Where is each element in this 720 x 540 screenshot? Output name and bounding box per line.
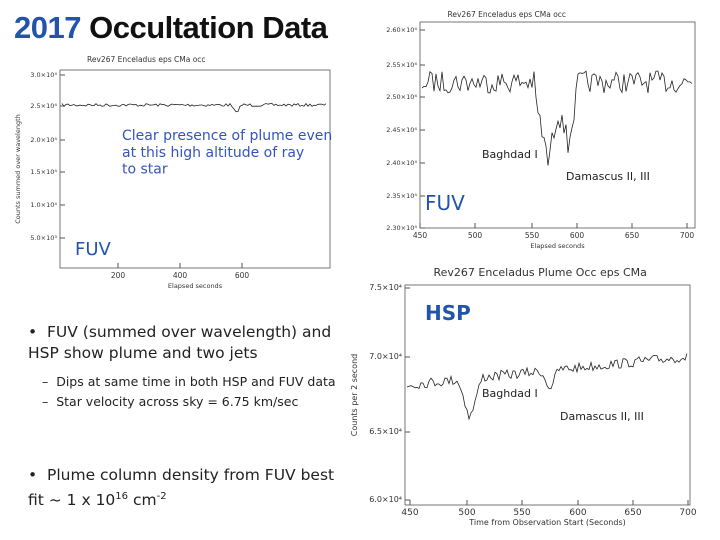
bullet-text: FUV (summed over wavelength) and HSP sho…	[28, 323, 332, 362]
annotation: Clear presence of plume even at this high…	[122, 128, 332, 178]
y-tick-label: 2.60×10⁴	[386, 26, 417, 34]
x-axis-label: Elapsed seconds	[530, 242, 585, 250]
annotation: Baghdad I	[482, 148, 538, 161]
trace	[61, 102, 327, 113]
y-tick-label: 2.30×10⁴	[386, 224, 417, 232]
y-tick-label: 3.0×10⁴	[30, 71, 57, 79]
annotation: FUV	[75, 239, 112, 260]
sub-bullet-text: Star velocity across sky = 6.75 km/sec	[56, 394, 299, 409]
figure-title: Rev267 Enceladus Plume Occ eps CMa	[434, 266, 647, 279]
x-tick-label: 500	[468, 231, 483, 240]
exponent: 16	[115, 491, 129, 502]
y-tick-label: 2.35×10⁴	[386, 192, 417, 200]
bullet: • FUV (summed over wavelength) and HSP s…	[28, 323, 332, 362]
x-axis-label: Time from Observation Start (Seconds)	[468, 518, 625, 527]
y-tick-label: 2.5×10⁴	[30, 102, 57, 110]
x-tick-label: 550	[513, 508, 530, 518]
x-tick-label: 450	[401, 508, 418, 518]
annotation: FUV	[425, 191, 465, 215]
y-tick-label: 7.5×10⁴	[369, 283, 402, 292]
exponent: -2	[156, 491, 167, 502]
annotation: Damascus II, III	[566, 170, 650, 183]
x-tick-label: 700	[680, 231, 695, 240]
bullet-text: Plume column density from FUV best fit ~…	[28, 466, 335, 510]
annotation: Damascus II, III	[560, 410, 644, 423]
annotation: Baghdad I	[482, 387, 538, 400]
figure-title: Rev267 Enceladus eps CMa occ	[87, 55, 206, 64]
y-axis-label: Counts summed over wavelength	[14, 114, 22, 224]
plot-frame	[419, 21, 696, 229]
x-tick-label: 500	[458, 508, 475, 518]
x-tick-label: 600	[569, 508, 586, 518]
y-tick-label: 6.0×10⁴	[369, 495, 402, 504]
y-tick-label: 5.0×10³	[30, 234, 57, 242]
sub-bullet-text: Dips at same time in both HSP and FUV da…	[56, 374, 336, 389]
year: 2017	[14, 10, 81, 45]
x-tick-label: 200	[111, 271, 126, 280]
annotation-line: Clear presence of plume even	[122, 128, 332, 144]
title-text: Occultation Data	[89, 10, 328, 45]
sub-bullet: – Dips at same time in both HSP and FUV …	[42, 374, 336, 389]
trace	[406, 353, 688, 421]
bullet: • Plume column density from FUV best fit…	[28, 466, 335, 510]
y-tick-label: 1.0×10⁴	[30, 201, 57, 209]
x-tick-label: 400	[173, 271, 188, 280]
y-tick-label: 2.50×10⁴	[386, 93, 417, 101]
x-tick-label: 700	[679, 508, 696, 518]
x-tick-label: 550	[525, 231, 540, 240]
y-tick-label: 7.0×10⁴	[369, 352, 402, 361]
y-tick-label: 2.55×10⁴	[386, 61, 417, 69]
plot-frame	[59, 69, 331, 269]
x-tick-label: 600	[235, 271, 250, 280]
y-tick-label: 2.0×10⁴	[30, 136, 57, 144]
x-tick-label: 650	[625, 231, 640, 240]
y-tick-label: 2.45×10⁴	[386, 126, 417, 134]
y-tick-label: 2.40×10⁴	[386, 159, 417, 167]
y-tick-label: 1.5×10⁴	[30, 168, 57, 176]
x-tick-label: 600	[570, 231, 585, 240]
trace	[421, 70, 693, 166]
sub-bullet: – Star velocity across sky = 6.75 km/sec	[42, 394, 299, 409]
slide-title: 2017 Occultation Data	[14, 10, 328, 46]
x-tick-label: 650	[624, 508, 641, 518]
annotation-line: at this high altitude of ray	[122, 145, 304, 161]
bullet-text: cm	[128, 491, 157, 510]
figure-title: Rev267 Enceladus eps CMa occ	[448, 10, 567, 19]
x-axis-label: Elapsed seconds	[168, 282, 223, 290]
annotation-line: to star	[122, 162, 168, 178]
y-tick-label: 6.5×10⁴	[369, 427, 402, 436]
y-axis-label: Counts per 2 second	[350, 354, 359, 436]
x-tick-label: 450	[413, 231, 428, 240]
sub-bullets: – Dips at same time in both HSP and FUV …	[42, 373, 342, 410]
plot-frame	[404, 284, 691, 506]
annotation: HSP	[425, 301, 471, 325]
